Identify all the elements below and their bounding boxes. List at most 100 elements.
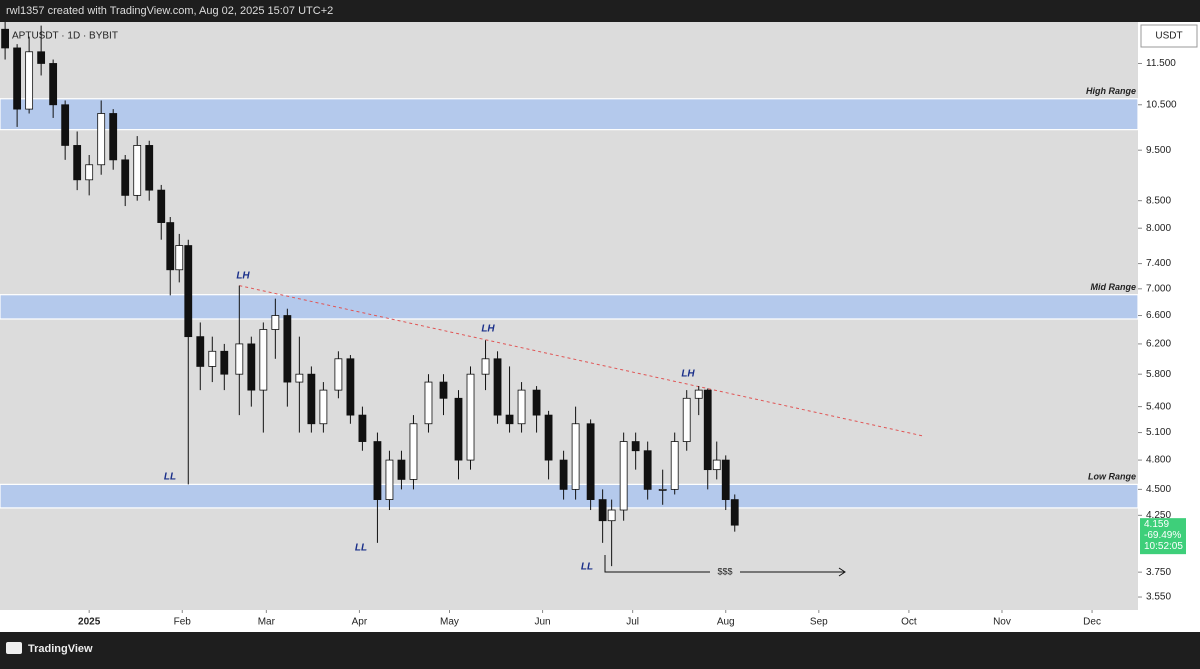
header-text: rwl1357 created with TradingView.com, Au… <box>6 5 333 17</box>
plot-layer <box>0 22 1138 567</box>
last-price-box <box>1140 518 1186 555</box>
x-tick-label: Apr <box>352 617 368 628</box>
annotation: LH <box>236 271 250 282</box>
candle-body <box>184 245 193 338</box>
annotation: LH <box>681 369 695 380</box>
last-price: 4.159 <box>1144 519 1169 530</box>
y-tick-label: 5.100 <box>1146 427 1171 438</box>
x-tick-label: Aug <box>717 617 735 628</box>
candle-body <box>49 63 58 106</box>
y-tick-label: 7.000 <box>1146 283 1171 294</box>
top-bar <box>0 0 1200 22</box>
bottom-bar <box>0 632 1200 664</box>
candle-body <box>37 51 46 64</box>
footer-brand: TradingView <box>28 643 93 655</box>
candle-body <box>481 358 490 375</box>
candle-body <box>97 113 106 166</box>
candle-body <box>397 459 406 480</box>
candle-body <box>358 414 367 442</box>
candle-body <box>73 145 82 181</box>
y-tick-label: 7.400 <box>1146 258 1171 269</box>
target-label: $$$ <box>717 566 732 576</box>
y-tick-label: 8.500 <box>1146 195 1171 206</box>
candle-body <box>25 51 34 110</box>
currency-box <box>1140 24 1198 48</box>
candle-body <box>247 343 256 391</box>
candle-body <box>571 423 580 490</box>
y-tick-label: 3.750 <box>1146 567 1171 578</box>
candle-body <box>121 159 130 196</box>
candle-body <box>643 450 652 490</box>
y-tick-label: 6.200 <box>1146 339 1171 350</box>
candle-body <box>208 350 217 367</box>
candle-body <box>235 343 244 375</box>
candle-body <box>703 389 712 471</box>
trendline <box>239 285 925 437</box>
candle-body <box>373 441 382 500</box>
candle-body <box>346 358 355 416</box>
candle-body <box>85 164 94 181</box>
y-tick-label: 9.500 <box>1146 145 1171 156</box>
candle-body <box>619 441 628 511</box>
candle-body <box>682 397 691 442</box>
candle-body <box>439 381 448 399</box>
candle-body <box>385 459 394 500</box>
candle-body <box>409 423 418 480</box>
candle-body <box>109 113 118 161</box>
x-tick-label: Jun <box>535 617 551 628</box>
candle-body <box>658 488 667 491</box>
x-tick-label: Sep <box>810 617 828 628</box>
y-tick-label: 8.000 <box>1146 223 1171 234</box>
candle-body <box>721 459 730 500</box>
candle-body <box>544 414 553 461</box>
y-tick-label: 5.800 <box>1146 369 1171 380</box>
x-tick-label: Oct <box>901 617 917 628</box>
candle-body <box>307 373 316 425</box>
candle-body <box>424 381 433 425</box>
candle-body <box>196 336 205 367</box>
candle-body <box>145 145 154 191</box>
annotation: LH <box>481 324 495 335</box>
candle-body <box>13 47 22 110</box>
x-tick-label: May <box>440 617 459 628</box>
x-tick-label: 2025 <box>78 617 101 628</box>
candle-body <box>283 315 292 383</box>
y-tick-label: 5.400 <box>1146 401 1171 412</box>
candle-body <box>505 414 514 425</box>
candle-body <box>454 397 463 461</box>
range-zone <box>0 294 1138 320</box>
candle-body <box>694 389 703 399</box>
candle-body <box>220 350 229 375</box>
candle-body <box>607 509 616 522</box>
candle-body <box>586 423 595 500</box>
currency-label: USDT <box>1155 31 1182 42</box>
annotation: LL <box>581 562 593 573</box>
candle-body <box>598 499 607 522</box>
candle-body <box>670 441 679 490</box>
annotation: LL <box>164 472 176 483</box>
candle-body <box>166 222 175 271</box>
time-axis <box>0 610 1138 632</box>
target-arrow <box>604 555 846 577</box>
range-zone <box>0 98 1138 131</box>
candle-body <box>466 373 475 461</box>
x-tick-label: Feb <box>174 617 192 628</box>
y-tick-label: 4.250 <box>1146 510 1171 521</box>
countdown: 10:52:05 <box>1144 541 1183 552</box>
candle-body <box>517 389 526 425</box>
zone-label: Mid Range <box>1090 282 1136 292</box>
y-tick-label: 11.500 <box>1146 58 1176 69</box>
candle-body <box>631 441 640 452</box>
candle-body <box>493 358 502 416</box>
logo-icon <box>6 642 22 654</box>
x-tick-label: Nov <box>993 617 1011 628</box>
candle-body <box>712 459 721 471</box>
y-tick-label: 3.550 <box>1146 592 1171 603</box>
candle-body <box>559 459 568 490</box>
y-tick-label: 6.600 <box>1146 310 1171 321</box>
y-tick-label: 10.500 <box>1146 99 1177 110</box>
candle-body <box>271 315 280 330</box>
y-tick-label: 4.800 <box>1146 455 1171 466</box>
